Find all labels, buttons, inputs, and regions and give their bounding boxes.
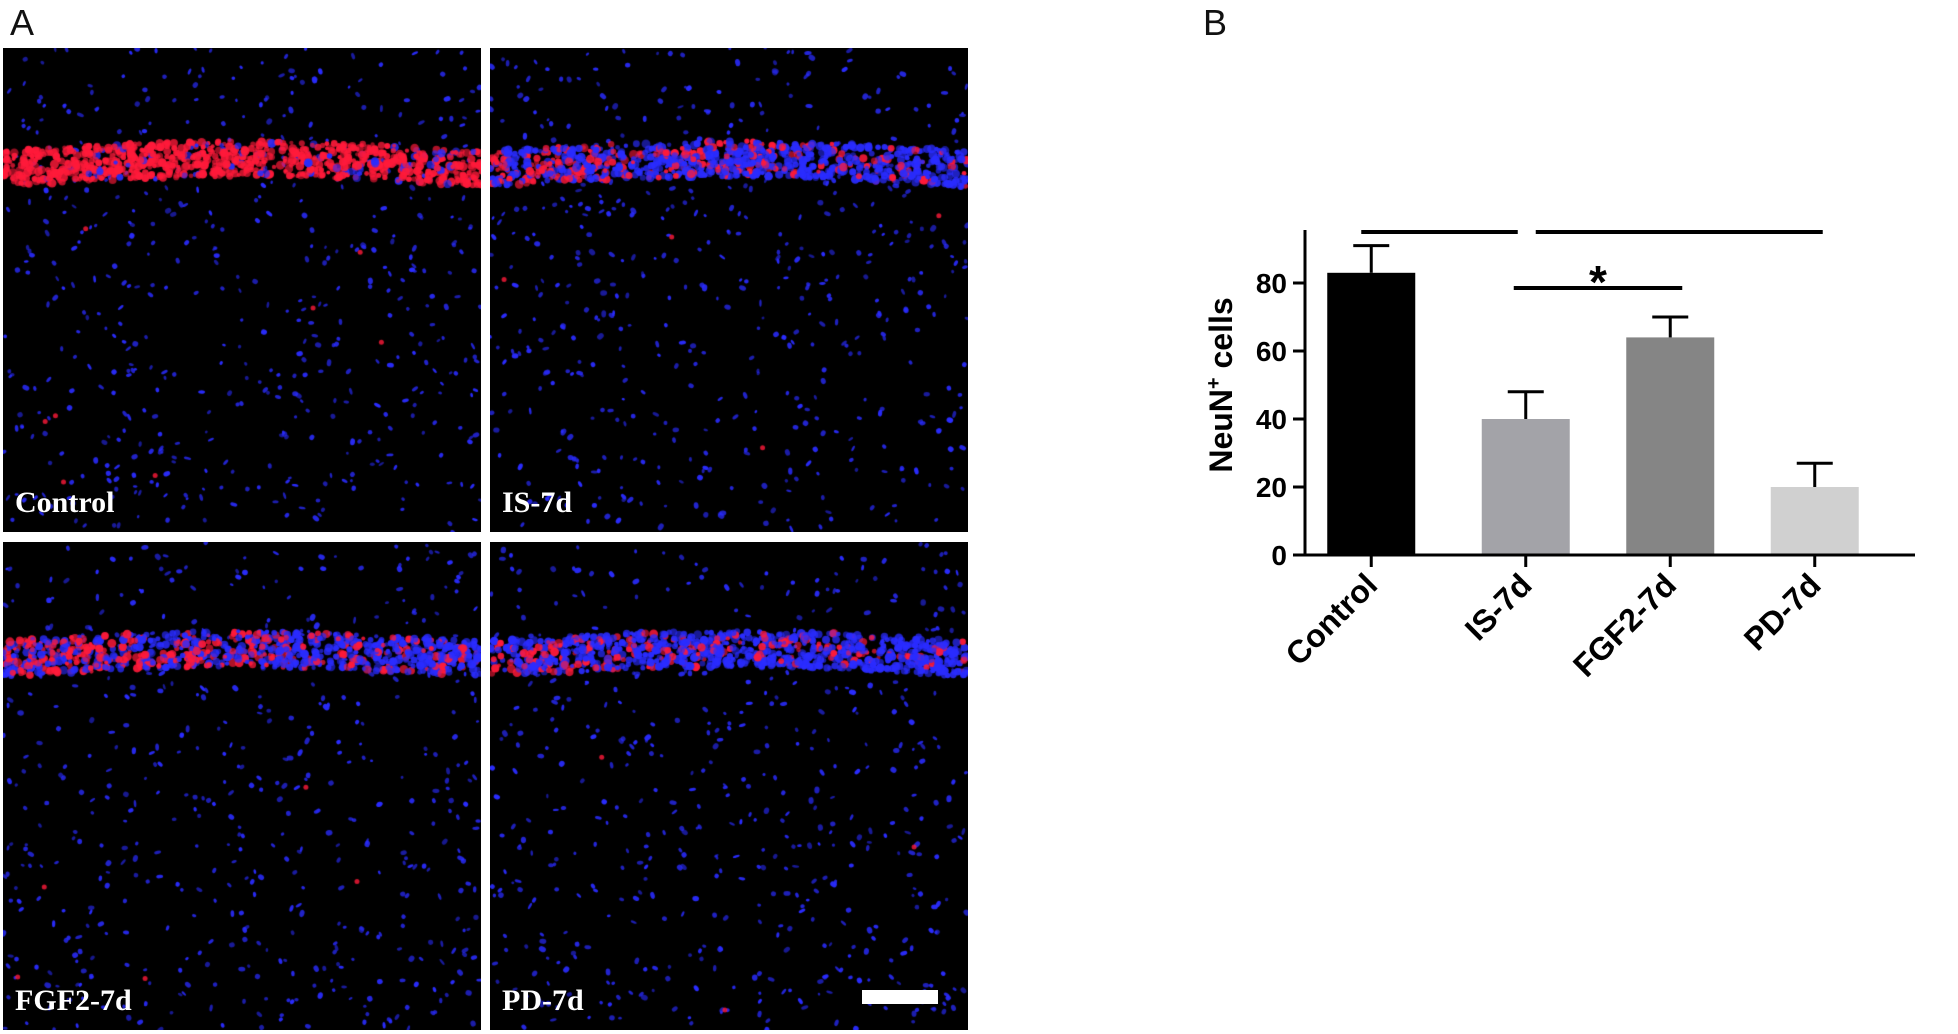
micrograph-label-control: Control [15, 486, 115, 519]
bar-fgf2-7d [1626, 337, 1715, 555]
y-axis-label-sup: + [1203, 377, 1225, 389]
micrograph-image [490, 542, 968, 1030]
neun-bar-chart: 020406080100 **** ControlIS-7dFGF2-7dPD-… [1203, 230, 1915, 684]
y-tick-label: 20 [1256, 472, 1287, 503]
micrograph-image [490, 48, 968, 532]
y-tick-label: 0 [1271, 540, 1287, 571]
y-tick-label: 100 [1240, 230, 1287, 231]
micrograph-image [3, 48, 481, 532]
x-tick-label: PD-7d [1737, 566, 1828, 657]
y-axis-label: NeuN+ cells [1203, 297, 1239, 472]
bar-pd-7d [1770, 487, 1859, 555]
scale-bar [862, 990, 938, 1004]
x-tick-label: IS-7d [1458, 566, 1539, 647]
micrograph-control: Control [3, 48, 481, 532]
micrograph-fgf2-7d: FGF2-7d [3, 542, 481, 1030]
micrograph-is-7d: IS-7d [490, 48, 968, 532]
micrograph-label-pd-7d: PD-7d [502, 984, 584, 1017]
micrograph-label-fgf2-7d: FGF2-7d [15, 984, 132, 1017]
x-axis: Control IS-7d FGF2-7d PD-7d [1278, 553, 1915, 684]
y-axis: 0 20 40 60 80 100 [1240, 230, 1307, 571]
significance-label: * [1670, 230, 1688, 252]
y-tick-label: 60 [1256, 336, 1287, 367]
y-axis-label-tail: cells [1203, 297, 1239, 377]
y-tick-label: 80 [1256, 268, 1287, 299]
significance-label: * [1589, 256, 1607, 308]
micrograph-image [3, 542, 481, 1030]
x-tick-label: Control [1278, 566, 1384, 672]
bar-is-7d [1481, 419, 1570, 555]
significance-brackets: **** [1361, 230, 1823, 308]
panel-b-letter: B [1203, 2, 1228, 43]
bar-control [1327, 272, 1416, 555]
y-tick-label: 40 [1256, 404, 1287, 435]
x-tick-label: FGF2-7d [1566, 566, 1683, 683]
bars [1327, 244, 1859, 555]
significance-label: ** [1422, 230, 1458, 252]
panel-a-letter: A [10, 2, 35, 43]
micrograph-label-is-7d: IS-7d [502, 486, 573, 519]
y-axis-label-main: NeuN [1203, 389, 1239, 473]
micrograph-pd-7d: PD-7d [490, 542, 968, 1030]
